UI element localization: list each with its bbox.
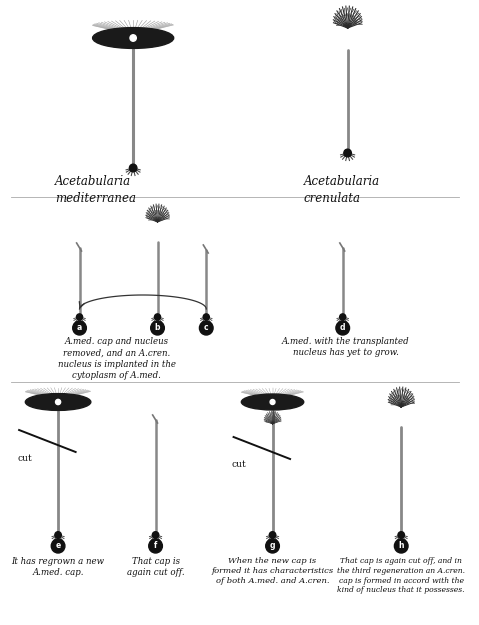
Text: f: f xyxy=(154,541,157,551)
Circle shape xyxy=(398,532,404,538)
Text: That cap is again cut off, and in
the third regeneration an A.cren.
cap is forme: That cap is again cut off, and in the th… xyxy=(337,557,465,594)
Circle shape xyxy=(152,532,159,538)
Circle shape xyxy=(340,314,346,320)
Text: Acetabularia
crenulata: Acetabularia crenulata xyxy=(304,175,380,205)
Circle shape xyxy=(336,321,350,335)
Circle shape xyxy=(394,539,408,553)
Text: A.med. cap and nucleus
removed, and an A.cren.
nucleus is implanted in the
cytop: A.med. cap and nucleus removed, and an A… xyxy=(57,337,176,381)
Ellipse shape xyxy=(25,394,91,411)
Circle shape xyxy=(77,314,82,320)
Ellipse shape xyxy=(241,394,304,410)
Circle shape xyxy=(149,539,162,553)
Text: d: d xyxy=(340,324,345,332)
Text: g: g xyxy=(270,541,275,551)
Text: It has regrown a new
A.med. cap.: It has regrown a new A.med. cap. xyxy=(11,557,104,577)
Text: a: a xyxy=(77,324,82,332)
Circle shape xyxy=(269,532,276,538)
Text: c: c xyxy=(204,324,208,332)
Text: cut: cut xyxy=(17,454,32,463)
Circle shape xyxy=(55,532,61,538)
Text: That cap is
again cut off.: That cap is again cut off. xyxy=(127,557,184,577)
Ellipse shape xyxy=(92,28,174,48)
Circle shape xyxy=(344,149,352,157)
Circle shape xyxy=(51,539,65,553)
Circle shape xyxy=(154,314,160,320)
Circle shape xyxy=(130,35,137,41)
Text: A.med. with the transplanted
nucleus has yet to grow.: A.med. with the transplanted nucleus has… xyxy=(282,337,410,357)
Text: When the new cap is
formed it has characteristics
of both A.med. and A.cren.: When the new cap is formed it has charac… xyxy=(212,557,333,584)
Circle shape xyxy=(129,164,137,172)
Circle shape xyxy=(73,321,86,335)
Text: cut: cut xyxy=(232,460,246,469)
Circle shape xyxy=(56,399,61,404)
Circle shape xyxy=(266,539,279,553)
Circle shape xyxy=(199,321,213,335)
Text: e: e xyxy=(56,541,61,551)
Text: h: h xyxy=(399,541,404,551)
Text: b: b xyxy=(155,324,160,332)
Circle shape xyxy=(270,399,275,404)
Circle shape xyxy=(151,321,164,335)
Circle shape xyxy=(203,314,209,320)
Text: Acetabularia
mediterranea: Acetabularia mediterranea xyxy=(55,175,136,205)
